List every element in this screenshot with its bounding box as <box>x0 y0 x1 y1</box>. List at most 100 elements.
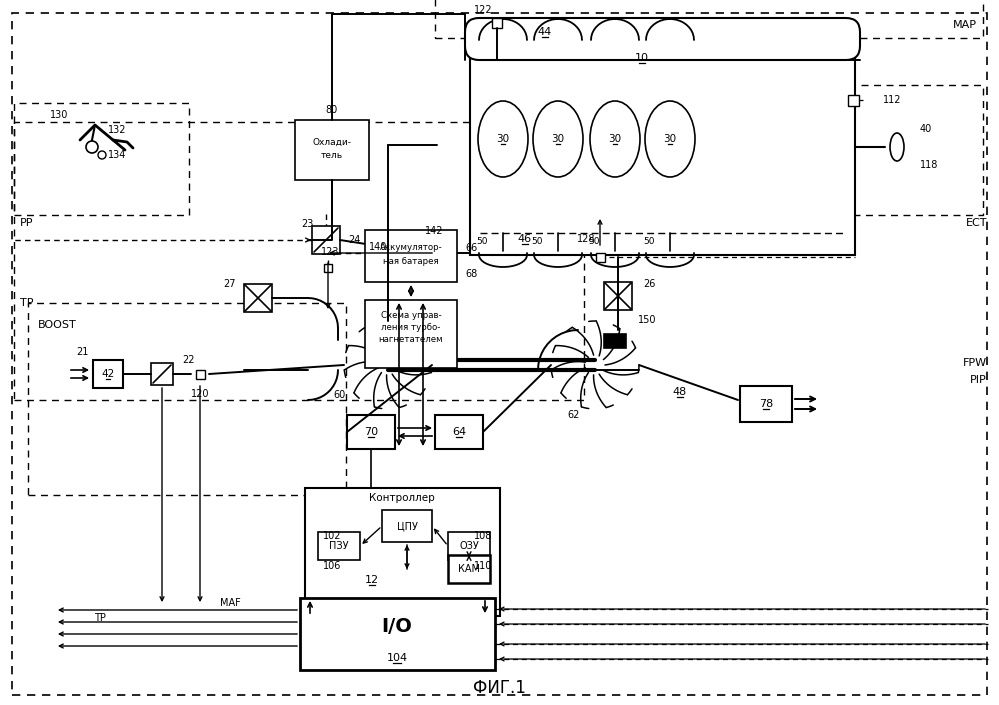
Text: FPW: FPW <box>963 358 987 368</box>
Text: Контроллер: Контроллер <box>369 493 435 503</box>
Text: 44: 44 <box>537 27 552 37</box>
Text: ления турбо-: ления турбо- <box>382 324 441 333</box>
Text: 24: 24 <box>348 235 361 245</box>
FancyBboxPatch shape <box>300 598 495 670</box>
Text: 46: 46 <box>517 234 532 244</box>
Text: 40: 40 <box>920 124 932 134</box>
Text: 120: 120 <box>191 389 209 399</box>
Ellipse shape <box>645 101 695 177</box>
Text: 122: 122 <box>475 5 493 15</box>
FancyBboxPatch shape <box>365 230 457 282</box>
Text: 21: 21 <box>77 347 89 357</box>
Text: 112: 112 <box>883 95 901 105</box>
Text: PP: PP <box>20 218 34 228</box>
Text: 142: 142 <box>425 226 444 236</box>
Text: ОЗУ: ОЗУ <box>460 541 479 551</box>
Text: ПЗУ: ПЗУ <box>330 541 349 551</box>
Text: 128: 128 <box>576 234 595 244</box>
Text: 66: 66 <box>465 243 478 253</box>
Text: КАМ: КАМ <box>458 564 480 574</box>
Text: Схема управ-: Схема управ- <box>381 312 442 321</box>
FancyBboxPatch shape <box>382 510 432 542</box>
Text: 64: 64 <box>452 427 467 437</box>
Text: 50: 50 <box>643 236 654 245</box>
Text: 62: 62 <box>567 410 579 420</box>
Text: 26: 26 <box>643 279 655 289</box>
Text: 42: 42 <box>101 369 115 379</box>
Text: 134: 134 <box>108 150 127 160</box>
Text: 140: 140 <box>369 242 387 252</box>
Text: 110: 110 <box>474 561 492 571</box>
FancyBboxPatch shape <box>435 415 483 449</box>
FancyBboxPatch shape <box>151 363 173 385</box>
Ellipse shape <box>890 133 904 161</box>
FancyBboxPatch shape <box>448 555 490 583</box>
Ellipse shape <box>478 101 528 177</box>
Text: 132: 132 <box>108 125 127 135</box>
FancyBboxPatch shape <box>595 252 604 262</box>
Text: TP: TP <box>94 613 106 623</box>
Text: 123: 123 <box>321 247 340 257</box>
FancyBboxPatch shape <box>93 360 123 388</box>
Text: Охлади-: Охлади- <box>313 137 352 147</box>
Text: 106: 106 <box>323 561 342 571</box>
Text: 50: 50 <box>588 236 599 245</box>
Text: 118: 118 <box>920 160 938 170</box>
Text: 30: 30 <box>497 134 509 144</box>
Circle shape <box>98 151 106 159</box>
Text: 130: 130 <box>50 110 68 120</box>
Text: 30: 30 <box>551 134 564 144</box>
Text: ная батарея: ная батарея <box>384 257 439 266</box>
Text: 80: 80 <box>326 105 338 115</box>
Text: MAP: MAP <box>953 20 977 30</box>
Text: ФИГ.1: ФИГ.1 <box>473 679 525 697</box>
FancyBboxPatch shape <box>312 226 340 254</box>
Text: 150: 150 <box>638 315 656 325</box>
Text: ECT: ECT <box>965 218 987 228</box>
FancyBboxPatch shape <box>847 94 858 106</box>
Ellipse shape <box>533 101 583 177</box>
FancyBboxPatch shape <box>295 120 369 180</box>
Text: 70: 70 <box>364 427 378 437</box>
FancyBboxPatch shape <box>465 18 860 60</box>
FancyBboxPatch shape <box>424 240 450 266</box>
Text: Аккумулятор-: Аккумулятор- <box>380 243 443 252</box>
FancyBboxPatch shape <box>470 40 855 255</box>
Text: 60: 60 <box>333 390 346 400</box>
Text: 104: 104 <box>387 653 408 663</box>
FancyBboxPatch shape <box>492 18 502 28</box>
Text: 10: 10 <box>635 53 649 63</box>
FancyBboxPatch shape <box>196 369 205 379</box>
Text: 50: 50 <box>531 236 542 245</box>
FancyBboxPatch shape <box>244 284 272 312</box>
Text: 68: 68 <box>465 269 478 279</box>
FancyBboxPatch shape <box>324 264 332 272</box>
Text: 78: 78 <box>759 399 773 409</box>
Text: 48: 48 <box>673 387 687 397</box>
Text: BOOST: BOOST <box>38 320 77 330</box>
FancyBboxPatch shape <box>448 532 490 560</box>
Text: TP: TP <box>20 298 34 308</box>
Text: тель: тель <box>321 152 343 161</box>
Text: 23: 23 <box>301 219 314 229</box>
Text: 30: 30 <box>608 134 621 144</box>
Text: нагнетателем: нагнетателем <box>379 336 444 345</box>
Text: I/O: I/O <box>382 616 413 635</box>
Ellipse shape <box>590 101 640 177</box>
Text: 102: 102 <box>323 531 342 541</box>
FancyBboxPatch shape <box>347 415 395 449</box>
Text: 12: 12 <box>365 575 379 585</box>
Text: MAF: MAF <box>220 598 241 608</box>
FancyBboxPatch shape <box>604 282 632 310</box>
Text: 50: 50 <box>476 236 488 245</box>
Circle shape <box>86 141 98 153</box>
FancyBboxPatch shape <box>365 300 457 368</box>
FancyBboxPatch shape <box>740 386 792 422</box>
FancyBboxPatch shape <box>318 532 360 560</box>
Text: PIP: PIP <box>970 375 987 385</box>
FancyBboxPatch shape <box>305 488 500 616</box>
Text: 108: 108 <box>474 531 492 541</box>
Text: 22: 22 <box>182 355 195 365</box>
FancyBboxPatch shape <box>604 334 626 348</box>
Text: 30: 30 <box>663 134 676 144</box>
